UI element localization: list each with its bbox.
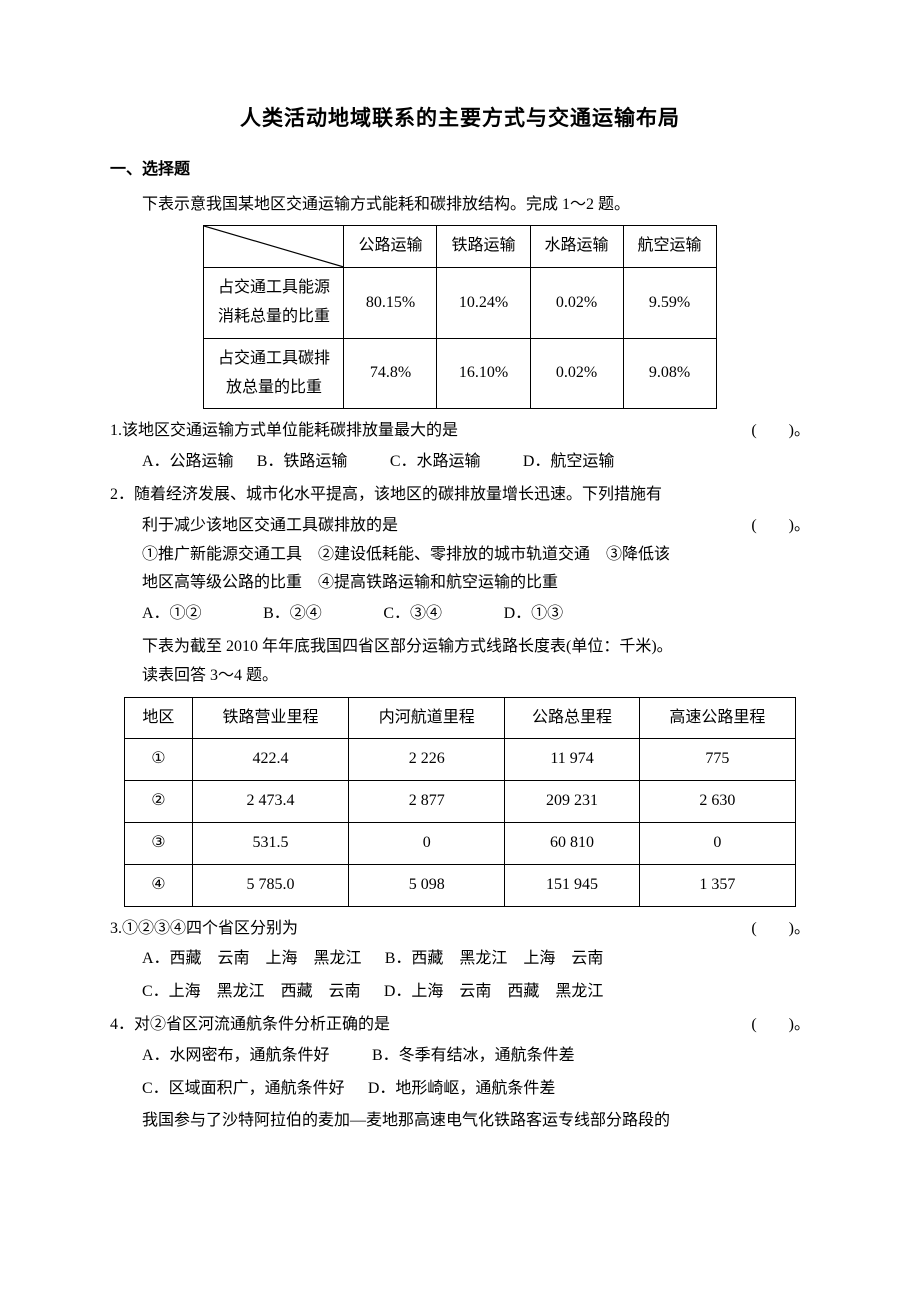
q2-opt-d: D．①③ xyxy=(504,605,564,622)
q2-stem: 2．随着经济发展、城市化水平提高，该地区的碳排放量增长迅速。下列措施有 xyxy=(110,481,810,510)
t2-r0c1: 422.4 xyxy=(192,739,348,781)
t2-r3c3: 151 945 xyxy=(505,864,639,906)
q4-stem: 4．对②省区河流通航条件分析正确的是 xyxy=(110,1011,390,1040)
t2-r1c2: 2 877 xyxy=(349,781,505,823)
t2-r0c4: 775 xyxy=(639,739,795,781)
t2-r2c3: 60 810 xyxy=(505,822,639,864)
table1-r1c3: 0.02% xyxy=(530,268,623,339)
t2-r3c2: 5 098 xyxy=(349,864,505,906)
q4-options-row2: C．区域面积广，通航条件好 D．地形崎岖，通航条件差 xyxy=(110,1075,810,1104)
table1-row2-label: 占交通工具碳排放总量的比重 xyxy=(204,338,344,409)
q1-opt-b: B．铁路运输 xyxy=(257,453,348,470)
t2-r0c2: 2 226 xyxy=(349,739,505,781)
t2-h1: 铁路营业里程 xyxy=(192,697,348,739)
q3-opt-c: C．上海 黑龙江 西藏 云南 xyxy=(142,983,361,1000)
t2-r1c4: 2 630 xyxy=(639,781,795,823)
q2-items-2: 地区高等级公路的比重 ④提高铁路运输和航空运输的比重 xyxy=(110,569,810,598)
table1-row1-label: 占交通工具能源消耗总量的比重 xyxy=(204,268,344,339)
t2-h0: 地区 xyxy=(125,697,193,739)
q2-opt-a: A．①② xyxy=(142,605,202,622)
t2-r0c0: ① xyxy=(125,739,193,781)
q4-opt-a: A．水网密布，通航条件好 xyxy=(142,1047,330,1064)
q4-opt-b: B．冬季有结冰，通航条件差 xyxy=(372,1047,575,1064)
q2-line2: 利于减少该地区交通工具碳排放的是 ( )。 xyxy=(110,512,810,541)
table-2: 地区 铁路营业里程 内河航道里程 公路总里程 高速公路里程 ① 422.4 2 … xyxy=(124,697,796,907)
table1-r2c1: 74.8% xyxy=(344,338,437,409)
intro2-line2: 读表回答 3～4 题。 xyxy=(110,662,810,691)
q1-opt-d: D．航空运输 xyxy=(523,453,615,470)
table1-r2c3: 0.02% xyxy=(530,338,623,409)
t2-h4: 高速公路里程 xyxy=(639,697,795,739)
t2-r0c3: 11 974 xyxy=(505,739,639,781)
q3-paren: ( )。 xyxy=(751,915,810,944)
table1-col-2: 铁路运输 xyxy=(437,226,530,268)
q3-opt-b: B．西藏 黑龙江 上海 云南 xyxy=(385,950,604,967)
table1-r1c4: 9.59% xyxy=(623,268,716,339)
q4-paren: ( )。 xyxy=(751,1011,810,1040)
table-1: 公路运输 铁路运输 水路运输 航空运输 占交通工具能源消耗总量的比重 80.15… xyxy=(203,225,716,409)
t2-r2c4: 0 xyxy=(639,822,795,864)
t2-r2c0: ③ xyxy=(125,822,193,864)
q2-line2-text: 利于减少该地区交通工具碳排放的是 xyxy=(142,512,398,541)
t2-r2c1: 531.5 xyxy=(192,822,348,864)
section-heading: 一、选择题 xyxy=(110,156,810,185)
q2-options: A．①② B．②④ C．③④ D．①③ xyxy=(110,600,810,629)
t2-r2c2: 0 xyxy=(349,822,505,864)
q1-paren: ( )。 xyxy=(751,417,810,446)
q2-opt-c: C．③④ xyxy=(383,605,442,622)
footer-line: 我国参与了沙特阿拉伯的麦加—麦地那高速电气化铁路客运专线部分路段的 xyxy=(110,1107,810,1136)
q1-opt-a: A．公路运输 xyxy=(142,453,234,470)
q3-opt-a: A．西藏 云南 上海 黑龙江 xyxy=(142,950,362,967)
table1-r2c2: 16.10% xyxy=(437,338,530,409)
q4-opt-d: D．地形崎岖，通航条件差 xyxy=(368,1080,556,1097)
q1-options: A．公路运输 B．铁路运输 C．水路运输 D．航空运输 xyxy=(110,448,810,477)
q4-stem-line: 4．对②省区河流通航条件分析正确的是 ( )。 xyxy=(110,1011,810,1040)
q3-options-row1: A．西藏 云南 上海 黑龙江 B．西藏 黑龙江 上海 云南 xyxy=(110,945,810,974)
t2-h3: 公路总里程 xyxy=(505,697,639,739)
q3-stem-line: 3.①②③④四个省区分别为 ( )。 xyxy=(110,915,810,944)
q1-stem: 1.该地区交通运输方式单位能耗碳排放量最大的是 xyxy=(110,417,458,446)
page-title: 人类活动地域联系的主要方式与交通运输布局 xyxy=(110,100,810,138)
table1-r1c2: 10.24% xyxy=(437,268,530,339)
t2-r3c1: 5 785.0 xyxy=(192,864,348,906)
t2-r1c3: 209 231 xyxy=(505,781,639,823)
table1-col-1: 公路运输 xyxy=(344,226,437,268)
t2-r3c4: 1 357 xyxy=(639,864,795,906)
q2-opt-b: B．②④ xyxy=(263,605,322,622)
q3-options-row2: C．上海 黑龙江 西藏 云南 D．上海 云南 西藏 黑龙江 xyxy=(110,978,810,1007)
q2-paren: ( )。 xyxy=(751,512,810,541)
intro-1: 下表示意我国某地区交通运输方式能耗和碳排放结构。完成 1～2 题。 xyxy=(110,191,810,220)
q1-stem-line: 1.该地区交通运输方式单位能耗碳排放量最大的是 ( )。 xyxy=(110,417,810,446)
t2-r3c0: ④ xyxy=(125,864,193,906)
intro2-line1: 下表为截至 2010 年年底我国四省区部分运输方式线路长度表(单位：千米)。 xyxy=(110,633,810,662)
q3-stem: 3.①②③④四个省区分别为 xyxy=(110,915,298,944)
q1-opt-c: C．水路运输 xyxy=(390,453,481,470)
t2-h2: 内河航道里程 xyxy=(349,697,505,739)
table1-diag-cell xyxy=(204,226,344,268)
q4-opt-c: C．区域面积广，通航条件好 xyxy=(142,1080,345,1097)
table1-r2c4: 9.08% xyxy=(623,338,716,409)
table1-col-4: 航空运输 xyxy=(623,226,716,268)
q4-options-row1: A．水网密布，通航条件好 B．冬季有结冰，通航条件差 xyxy=(110,1042,810,1071)
q2-items-1: ①推广新能源交通工具 ②建设低耗能、零排放的城市轨道交通 ③降低该 xyxy=(110,541,810,570)
t2-r1c1: 2 473.4 xyxy=(192,781,348,823)
t2-r1c0: ② xyxy=(125,781,193,823)
table1-col-3: 水路运输 xyxy=(530,226,623,268)
q3-opt-d: D．上海 云南 西藏 黑龙江 xyxy=(384,983,604,1000)
table1-r1c1: 80.15% xyxy=(344,268,437,339)
